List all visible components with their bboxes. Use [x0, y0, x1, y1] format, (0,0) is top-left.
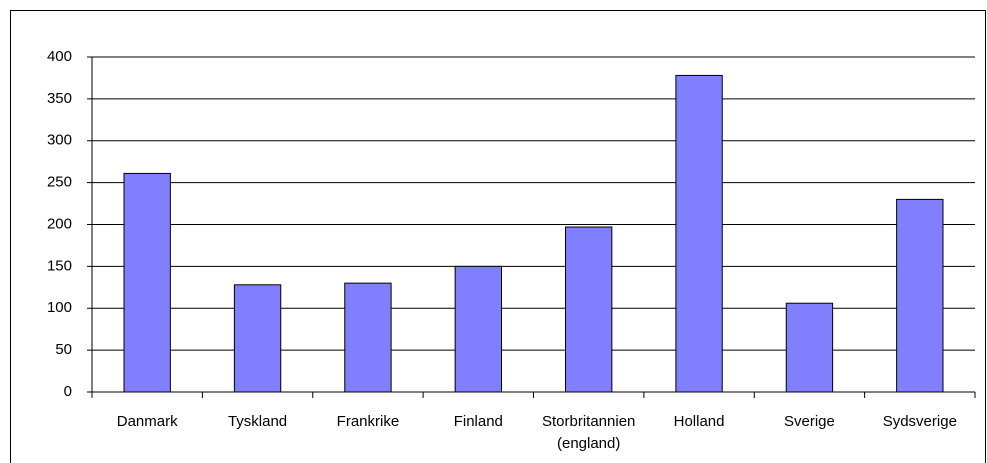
y-tick-label: 50 [55, 341, 72, 358]
y-tick-label: 0 [64, 383, 72, 400]
x-tick-label: Holland [674, 413, 725, 430]
bar [785, 302, 834, 393]
y-tick-label: 400 [47, 48, 72, 65]
bar [233, 284, 282, 393]
bar [454, 265, 502, 393]
y-tick-label: 300 [47, 132, 72, 149]
chart-frame [10, 10, 986, 463]
y-tick-label: 250 [47, 174, 72, 191]
bar [565, 226, 613, 393]
x-tick-label: Frankrike [337, 413, 400, 430]
x-tick-label: Storbritannien (england) [542, 413, 635, 452]
bar [675, 74, 723, 393]
x-tick-label: Sverige [784, 413, 835, 430]
y-tick-label: 200 [47, 215, 72, 232]
x-tick-label: Danmark [117, 413, 178, 430]
x-tick-label: Sydsverige [883, 413, 957, 430]
y-tick-label: 150 [47, 257, 72, 274]
bar [344, 282, 392, 393]
y-tick-label: 100 [47, 299, 72, 316]
bar [896, 198, 944, 393]
x-tick-label: Tyskland [228, 413, 287, 430]
x-tick-label: Finland [454, 413, 503, 430]
bar [123, 172, 171, 393]
y-tick-label: 350 [47, 90, 72, 107]
